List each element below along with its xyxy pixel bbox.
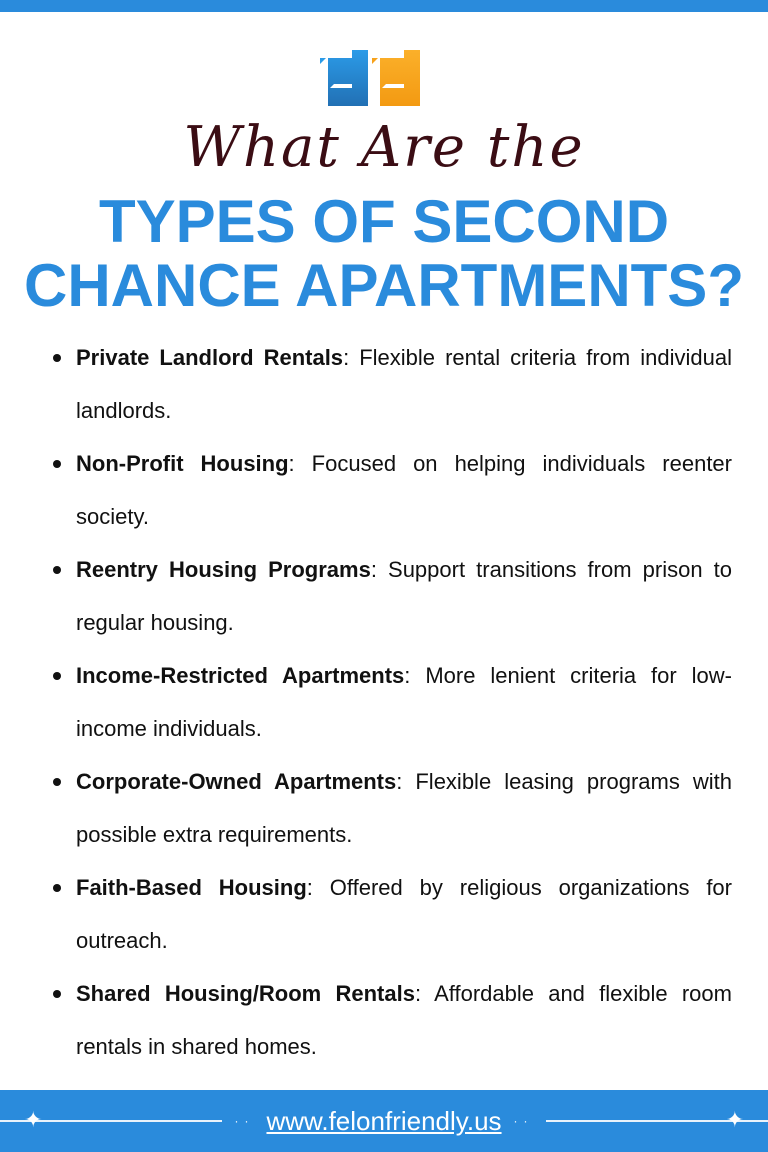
item-term: Private Landlord Rentals bbox=[76, 345, 344, 370]
apartment-types-list: Private Landlord Rentals: Flexible renta… bbox=[48, 331, 732, 1073]
item-term: Income-Restricted Apartments bbox=[76, 663, 405, 688]
list-item: Reentry Housing Programs: Support transi… bbox=[48, 543, 732, 649]
sparkle-icon: ✦ bbox=[725, 1107, 745, 1132]
item-term: Reentry Housing Programs bbox=[76, 557, 371, 582]
top-bar bbox=[0, 0, 768, 12]
sparkle-icon: ✦ bbox=[24, 1107, 43, 1132]
item-desc: : Support transitions from prison to reg… bbox=[76, 557, 732, 635]
item-term: Corporate-Owned Apartments bbox=[76, 769, 397, 794]
item-desc: : Offered by religious organizations for… bbox=[76, 875, 732, 953]
item-desc: : Flexible leasing programs with possibl… bbox=[76, 769, 732, 847]
list-item: Shared Housing/Room Rentals: Affordable … bbox=[48, 967, 732, 1073]
item-term: Shared Housing/Room Rentals bbox=[76, 981, 415, 1006]
divider-line: ✦ bbox=[545, 1109, 768, 1131]
logo-icon bbox=[320, 50, 420, 106]
item-term: Non-Profit Housing bbox=[76, 451, 289, 476]
list-item: Income-Restricted Apartments: More lenie… bbox=[48, 649, 732, 755]
item-term: Faith-Based Housing bbox=[76, 875, 307, 900]
dots-decoration: ·· bbox=[234, 1114, 255, 1128]
title-line-1: TYPES OF SECOND bbox=[98, 188, 670, 255]
list-item: Non-Profit Housing: Focused on helping i… bbox=[48, 437, 732, 543]
footer-bar: ✦ ·· www.felonfriendly.us ·· ✦ bbox=[0, 1090, 768, 1152]
list-item: Faith-Based Housing: Offered by religiou… bbox=[48, 861, 732, 967]
item-desc: : Focused on helping individuals reenter… bbox=[76, 451, 732, 529]
list-item: Private Landlord Rentals: Flexible renta… bbox=[48, 331, 732, 437]
website-link[interactable]: www.felonfriendly.us bbox=[266, 1105, 502, 1136]
script-heading: What Are the bbox=[183, 115, 585, 180]
item-desc: : Flexible rental criteria from individu… bbox=[76, 345, 732, 423]
item-desc: : More lenient criteria for low-income i… bbox=[76, 663, 732, 741]
list-item: Corporate-Owned Apartments: Flexible lea… bbox=[48, 755, 732, 861]
divider-line: ✦ bbox=[0, 1109, 223, 1131]
item-desc: : Affordable and flexible room rentals i… bbox=[76, 981, 732, 1059]
dots-decoration: ·· bbox=[513, 1114, 534, 1128]
title-line-2: CHANCE APARTMENTS? bbox=[24, 252, 744, 319]
